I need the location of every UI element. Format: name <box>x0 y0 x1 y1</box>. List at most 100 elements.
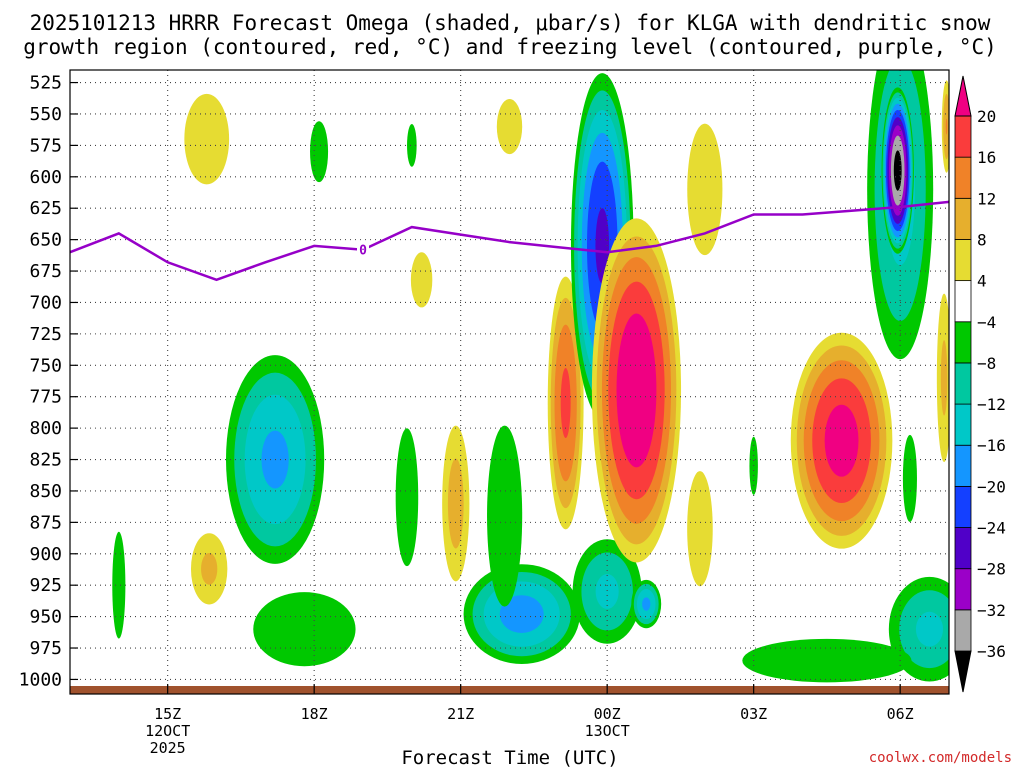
omega-band-17-20 <box>616 313 657 468</box>
omega-band-19-4 <box>687 471 713 587</box>
colorbar-band--16 <box>954 403 972 446</box>
omega-cell-24 <box>881 87 914 254</box>
colorbar-label-20: 20 <box>977 107 996 126</box>
omega-band-1--4 <box>112 531 126 639</box>
colorbar-band-16 <box>954 115 972 158</box>
omega-band-8--4 <box>253 592 356 667</box>
x-tick-label-18Z: 18Z <box>301 705 328 723</box>
chart-title-line1: 2025101213 HRRR Forecast Omega (shaded, … <box>30 11 991 35</box>
y-tick-label-800: 800 <box>29 418 62 439</box>
chart-title-line2: growth region (contoured, red, °C) and f… <box>23 35 997 59</box>
omega-cell-3 <box>310 121 329 183</box>
x-tick-label-21Z: 21Z <box>447 705 474 723</box>
y-tick-label-925: 925 <box>29 575 62 596</box>
gridlines <box>70 70 949 692</box>
credit-text: coolwx.com/models <box>869 750 1012 766</box>
plot-frame <box>69 69 950 695</box>
omega-band-18-4 <box>687 123 723 256</box>
y-tick-label-850: 850 <box>29 481 62 502</box>
omega-cell-8 <box>253 592 356 667</box>
omega-cell-11 <box>463 564 580 664</box>
omega-band-28-8 <box>940 340 948 416</box>
y-tick-label-525: 525 <box>29 73 62 94</box>
y-tick-label-875: 875 <box>29 512 62 533</box>
y-axis: 525 550 575 600 625 650 675 700 725 750 775 800 825 8… <box>19 73 78 690</box>
omega-band-16--16 <box>642 597 651 611</box>
colorbar-band-12 <box>954 156 972 199</box>
x-axis-label: Forecast Time (UTC) <box>401 747 618 768</box>
y-tick-label-650: 650 <box>29 230 62 251</box>
colorbar-label-8: 8 <box>977 230 987 249</box>
y-tick-label-625: 625 <box>29 198 62 219</box>
omega-band-27--4 <box>742 638 912 683</box>
x-tick-label-03Z: 03Z <box>740 705 767 723</box>
colorbar-label-−16: −16 <box>977 436 1006 455</box>
omega-band-11--16 <box>499 595 544 633</box>
omega-cell-6 <box>496 98 523 155</box>
y-tick-label-600: 600 <box>29 167 62 188</box>
colorbar-band--4 <box>954 280 972 323</box>
freezing-level-label-bg <box>357 242 369 257</box>
ground-strip <box>70 686 949 694</box>
colorbar-label-16: 16 <box>977 148 996 167</box>
colorbar-label-−4: −4 <box>977 313 996 332</box>
omega-cell-10 <box>442 425 470 582</box>
omega-band-6-4 <box>496 98 523 155</box>
omega-band-2-8 <box>201 552 218 585</box>
colorbar-band-8 <box>954 197 972 240</box>
omega-band-22-20 <box>824 404 859 477</box>
omega-cell-22 <box>790 332 893 549</box>
omega-cell-2 <box>190 533 228 605</box>
freezing-level-line <box>69 200 950 282</box>
omega-band-29-12 <box>945 118 948 135</box>
x-tick-label-13OCT: 13OCT <box>585 722 630 740</box>
omega-cell-4 <box>407 124 417 167</box>
x-tick-label-00Z: 00Z <box>594 705 621 723</box>
omega-band-15--12 <box>595 574 619 609</box>
y-tick-label-725: 725 <box>29 324 62 345</box>
colorbar-band--8 <box>954 321 972 364</box>
omega-band-5-4 <box>410 252 433 308</box>
colorbar-label-−8: −8 <box>977 354 996 373</box>
colorbar: 20 16 12 8 4 −4 −8 −12 −16 −20 −24 −28 −32 −36 <box>954 75 1006 693</box>
omega-shading <box>70 70 949 692</box>
colorbar-band--24 <box>954 485 972 528</box>
omega-cell-27 <box>742 638 912 683</box>
colorbar-band--12 <box>954 362 972 405</box>
colorbar-max-arrow <box>954 75 972 117</box>
omega-band-13-16 <box>560 367 571 439</box>
omega-band-0-4 <box>184 93 230 185</box>
omega-band-9--4 <box>395 428 419 567</box>
x-tick-label-15Z: 15Z <box>154 705 181 723</box>
freezing-level-contour: 0 <box>69 200 950 282</box>
y-tick-label-1000: 1000 <box>19 669 62 690</box>
y-tick-label-550: 550 <box>29 104 62 125</box>
omega-cell-5 <box>410 252 433 308</box>
x-tick-label-12OCT: 12OCT <box>145 722 190 740</box>
y-tick-label-825: 825 <box>29 450 62 471</box>
omega-cell-26 <box>902 434 917 522</box>
omega-cell-12 <box>487 425 523 607</box>
y-tick-label-975: 975 <box>29 638 62 659</box>
freezing-level-label: 0 <box>359 244 367 259</box>
colorbar-band--28 <box>954 527 972 570</box>
colorbar-label-−32: −32 <box>977 601 1006 620</box>
colorbar-band--32 <box>954 568 972 611</box>
omega-band-10-8 <box>447 458 464 549</box>
colorbar-band--20 <box>954 444 972 487</box>
colorbar-label-−36: −36 <box>977 642 1006 661</box>
omega-band-26--4 <box>902 434 917 522</box>
colorbar-label-−28: −28 <box>977 560 1006 579</box>
omega-cell-18 <box>687 123 723 256</box>
y-tick-label-575: 575 <box>29 135 62 156</box>
omega-band-12--4 <box>487 425 523 607</box>
colorbar-min-arrow <box>954 650 972 693</box>
colorbar-band-4 <box>954 239 972 282</box>
colorbar-label-12: 12 <box>977 189 996 208</box>
colorbar-label-−12: −12 <box>977 395 1006 414</box>
omega-cell-9 <box>395 428 419 567</box>
omega-cell-17 <box>591 218 682 563</box>
omega-cell-29 <box>941 80 949 173</box>
omega-cell-19 <box>687 471 713 587</box>
